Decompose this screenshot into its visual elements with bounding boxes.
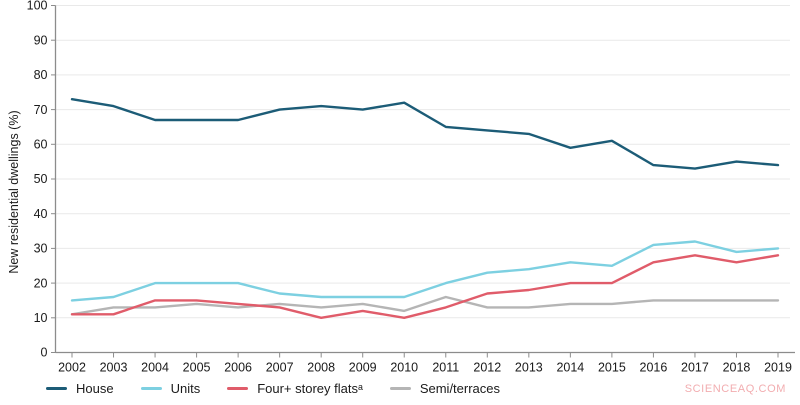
- legend-line-icon-flats: [227, 387, 249, 390]
- y-tick-label: 80: [34, 68, 48, 82]
- x-tick-label: 2002: [58, 361, 86, 375]
- y-tick-label: 50: [34, 172, 48, 186]
- x-tick-label: 2006: [224, 361, 252, 375]
- legend-item-flats: Four+ storey flatsᵃ: [227, 381, 363, 396]
- y-tick-label: 10: [34, 311, 48, 325]
- legend-line-icon-house: [46, 387, 67, 390]
- series-line-house: [70, 97, 780, 170]
- x-tick-label: 2015: [598, 361, 626, 375]
- y-tick-label: 20: [34, 276, 48, 290]
- y-tick-label: 30: [34, 242, 48, 256]
- legend-item-units: Units: [140, 381, 201, 396]
- y-tick-label: 70: [34, 103, 48, 117]
- x-tick-label: 2019: [764, 361, 792, 375]
- x-tick-label: 2016: [640, 361, 668, 375]
- x-tick-label: 2009: [349, 361, 377, 375]
- legend-label-units: Units: [170, 381, 201, 396]
- legend-label-semi: Semi/terraces: [419, 381, 501, 396]
- x-tick-label: 2013: [515, 361, 543, 375]
- legend-line-icon-units: [140, 387, 162, 390]
- y-tick-label: 90: [34, 33, 48, 47]
- x-tick-label: 2004: [141, 361, 169, 375]
- legend: House Units Four+ storey flatsᵃ Semi/terrac…: [46, 381, 500, 396]
- x-tick-label: 2014: [556, 361, 584, 375]
- x-tick-label: 2008: [307, 361, 335, 375]
- y-tick-label: 60: [34, 138, 48, 152]
- legend-label-house: House: [76, 381, 114, 396]
- series-line-semi: [70, 295, 780, 316]
- y-tick-label: 40: [34, 207, 48, 221]
- x-tick-label: 2010: [390, 361, 418, 375]
- series-line-flats: [70, 254, 780, 319]
- legend-item-semi: Semi/terraces: [389, 381, 501, 396]
- legend-item-house: House: [46, 381, 114, 396]
- x-tick-label: 2012: [473, 361, 501, 375]
- x-tick-label: 2018: [723, 361, 751, 375]
- x-tick-label: 2011: [432, 361, 459, 375]
- legend-line-icon-semi: [389, 387, 411, 390]
- x-tick-label: 2017: [681, 361, 709, 375]
- x-tick-label: 2003: [100, 361, 128, 375]
- y-tick-label: 0: [41, 346, 48, 360]
- y-tick-label: 100: [27, 0, 48, 13]
- legend-label-flats: Four+ storey flatsᵃ: [257, 381, 363, 396]
- watermark: SCIENCEAQ.COM: [684, 383, 786, 395]
- series-line-units: [70, 240, 780, 302]
- x-tick-label: 2005: [183, 361, 211, 375]
- x-tick-label: 2007: [266, 361, 294, 375]
